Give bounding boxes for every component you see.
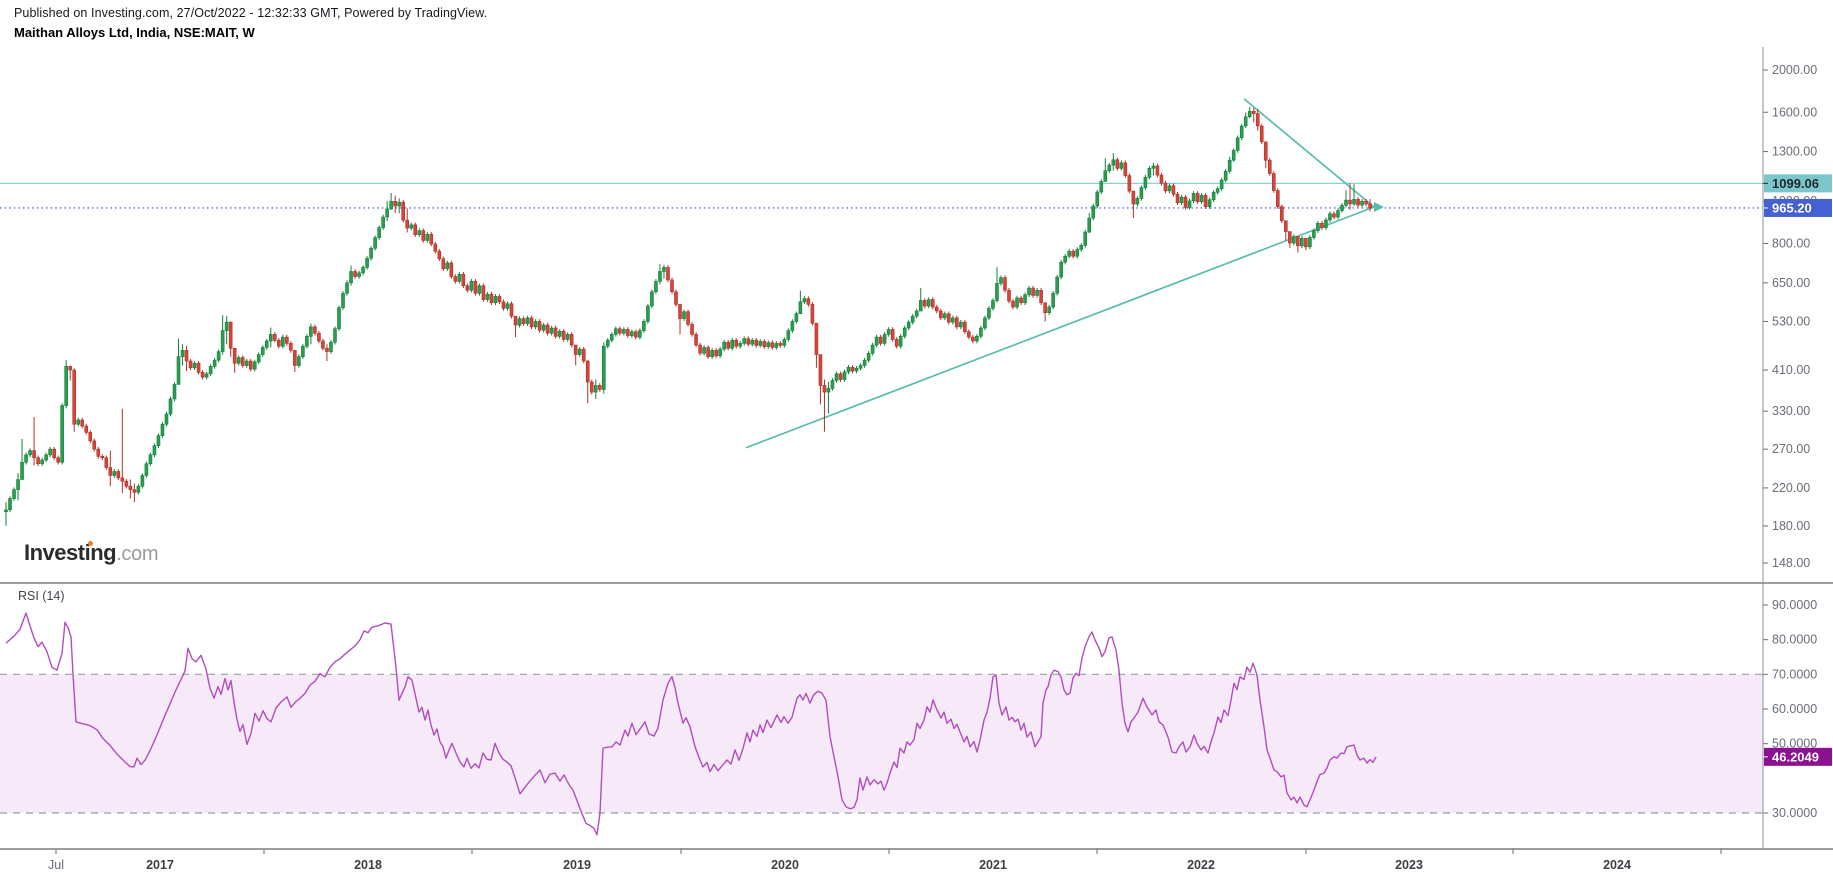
rsi-axis-label: 90.0000 xyxy=(1772,598,1817,612)
rsi-panel xyxy=(0,612,1763,836)
time-axis-year-label: 2018 xyxy=(354,858,382,872)
price-axis-label: 650.00 xyxy=(1772,276,1810,290)
price-axis-label: 1600.00 xyxy=(1772,105,1817,119)
price-line-label: 1099.06 xyxy=(1763,174,1832,193)
time-axis-year-label: 2020 xyxy=(771,858,799,872)
time-axis-year-label: 2024 xyxy=(1603,858,1631,872)
rsi-line xyxy=(5,612,1377,836)
price-axis-label: 1300.00 xyxy=(1772,145,1817,159)
trendline xyxy=(1243,98,1375,208)
price-axis-label: 270.00 xyxy=(1772,442,1810,456)
rsi-axis-label: 80.0000 xyxy=(1772,633,1817,647)
logo-orange-dot-icon xyxy=(88,541,93,546)
time-axis-year-label: 2023 xyxy=(1395,858,1423,872)
price-axis-label: 180.00 xyxy=(1772,519,1810,533)
rsi-value-label: 46.2049 xyxy=(1763,747,1832,766)
investing-logo-text: Investing xyxy=(24,540,117,565)
svg-text:46.2049: 46.2049 xyxy=(1772,749,1819,764)
price-level-lines xyxy=(0,182,1763,209)
time-axis-year-label: 2019 xyxy=(563,858,591,872)
time-axis-month-label: Jul xyxy=(48,858,64,872)
chart-frame xyxy=(0,47,1833,850)
symbol-title: Maithan Alloys Ltd, India, NSE:MAIT, W xyxy=(14,25,255,40)
rsi-axis-label: 50.0000 xyxy=(1772,737,1817,751)
price-axis-label: 220.00 xyxy=(1772,481,1810,495)
time-axis-year-label: 2022 xyxy=(1187,858,1215,872)
time-axis: Jul 2017 2018 2019 2020 2021 2022 2023 2024 xyxy=(48,849,1722,872)
price-axis: 2000.001600.001300.001000.00800.00650.00… xyxy=(1763,63,1817,570)
rsi-band xyxy=(0,674,1763,814)
rsi-axis-label: 60.0000 xyxy=(1772,702,1817,716)
rsi-axis-label: 70.0000 xyxy=(1772,667,1817,681)
rsi-indicator-title: RSI (14) xyxy=(18,589,65,603)
time-axis-year-label: 2021 xyxy=(979,858,1007,872)
candlestick-series xyxy=(4,106,1372,526)
svg-text:1099.06: 1099.06 xyxy=(1772,176,1819,191)
rsi-axis-label: 30.0000 xyxy=(1772,806,1817,820)
price-line-label: 965.20 xyxy=(1763,198,1832,217)
trendlines xyxy=(745,98,1384,449)
price-axis-label: 2000.00 xyxy=(1772,63,1817,77)
price-axis-label: 530.00 xyxy=(1772,314,1810,328)
price-axis-label: 148.00 xyxy=(1772,556,1810,570)
investing-logo: Investing .com xyxy=(24,540,159,566)
trendline-arrowhead-icon xyxy=(1374,202,1384,213)
svg-text:965.20: 965.20 xyxy=(1772,200,1812,215)
rsi-axis: 90.0000 80.0000 70.0000 60.0000 50.0000 30.00… xyxy=(1763,598,1817,820)
price-axis-label: 410.00 xyxy=(1772,363,1810,377)
price-axis-label: 330.00 xyxy=(1772,404,1810,418)
price-axis-label: 800.00 xyxy=(1772,236,1810,250)
trendline xyxy=(745,206,1375,449)
time-axis-year-label: 2017 xyxy=(146,858,174,872)
chart-header: Published on Investing.com, 27/Oct/2022 … xyxy=(14,6,487,40)
published-line: Published on Investing.com, 27/Oct/2022 … xyxy=(14,6,488,20)
investing-logo-tld: .com xyxy=(116,543,159,565)
